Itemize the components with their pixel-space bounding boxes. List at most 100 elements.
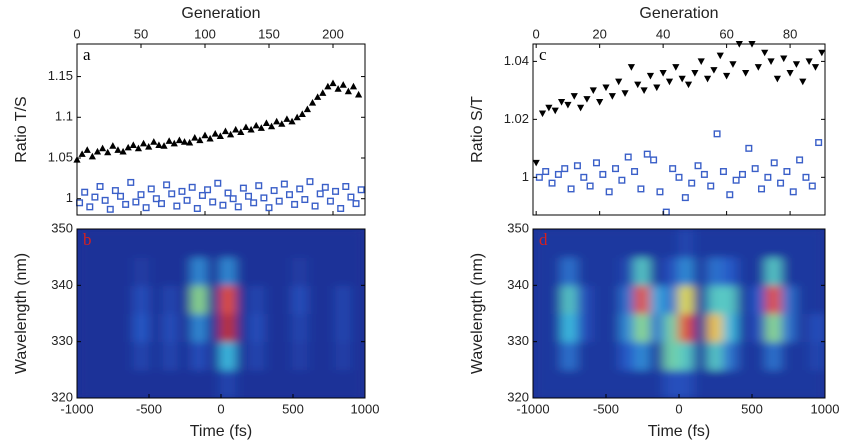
heatmap-cell: [663, 313, 680, 343]
heatmap-cell: [321, 313, 337, 343]
heatmap-cell: [263, 284, 280, 314]
heatmap-cell: [605, 256, 622, 286]
heatmap-cell: [678, 229, 695, 258]
heatmap-cell: [90, 369, 107, 398]
heatmap-cell: [547, 369, 563, 398]
heatmap-cell: [620, 369, 636, 398]
heatmap-cell: [177, 284, 193, 314]
heatmap-cell: [736, 256, 753, 286]
triangle-marker: [818, 49, 826, 57]
heatmap-cell: [234, 369, 251, 398]
triangle-marker: [691, 69, 699, 77]
heatmap-cell: [634, 369, 651, 398]
square-marker: [631, 168, 639, 176]
heatmap-cell: [292, 313, 308, 343]
square-marker: [306, 178, 314, 186]
heatmap-cell: [335, 256, 352, 286]
heatmap-cell: [605, 229, 622, 258]
heatmap-cell: [321, 256, 337, 286]
triangle-marker: [551, 107, 559, 115]
heatmap-cell: [350, 341, 365, 371]
triangle-marker: [303, 105, 311, 113]
heatmap-cell: [649, 284, 665, 314]
heatmap-cell: [649, 369, 665, 398]
heatmap-cell: [292, 229, 308, 258]
y-tick-label: 1.15: [48, 68, 73, 83]
heatmap-cell: [576, 229, 592, 258]
heatmap-cell: [620, 229, 636, 258]
heatmap-cell: [693, 341, 709, 371]
heatmap-cell: [780, 284, 797, 314]
heatmap-cell: [533, 313, 549, 343]
heatmap-cell: [321, 284, 337, 314]
square-marker: [326, 197, 334, 205]
triangle-marker: [615, 78, 623, 86]
heatmap-cell: [105, 369, 121, 398]
x-tick-label: 80: [783, 26, 797, 41]
heatmap-cell: [795, 341, 811, 371]
heatmap-cell: [306, 229, 323, 258]
heatmap-cell: [177, 369, 193, 398]
y-axis-label: Wavelength (nm): [469, 253, 486, 374]
square-marker: [719, 168, 727, 176]
heatmap-cell: [590, 313, 607, 343]
triangle-marker: [583, 96, 591, 103]
plot-frame: [532, 228, 826, 399]
square-marker: [688, 179, 696, 187]
triangle-marker: [589, 87, 597, 94]
heatmap-cell: [795, 313, 811, 343]
square-marker: [214, 179, 222, 187]
square-marker: [245, 192, 253, 200]
heatmap-cell: [90, 256, 107, 286]
square-marker: [193, 204, 201, 212]
heatmap-cell: [278, 313, 294, 343]
triangle-marker: [716, 52, 724, 60]
heatmap-cell: [678, 369, 695, 398]
heatmap-cell: [678, 256, 695, 286]
heatmap-cell: [148, 341, 164, 371]
x-axis-label: Generation: [181, 5, 260, 22]
heatmap-cell: [561, 256, 578, 286]
square-marker: [738, 170, 746, 178]
heatmap-cell: [90, 313, 107, 343]
triangle-marker: [627, 64, 635, 71]
square-marker: [224, 189, 232, 197]
triangle-marker: [155, 141, 163, 148]
square-marker: [586, 182, 594, 190]
square-marker: [548, 179, 556, 187]
heatmap-cell: [234, 284, 251, 314]
triangle-marker: [344, 87, 352, 95]
triangle-marker: [145, 143, 153, 150]
triangle-marker: [114, 146, 122, 153]
y-tick-label: 1.05: [48, 149, 73, 164]
heatmap-cell: [335, 313, 352, 343]
heatmap-cell: [148, 313, 164, 343]
heatmap-cell: [292, 369, 308, 398]
heatmap-cell: [751, 341, 768, 371]
heatmap-cell: [780, 229, 797, 258]
square-marker: [745, 144, 753, 152]
plot-frame: [76, 43, 366, 216]
triangle-marker: [278, 120, 286, 127]
square-marker: [178, 187, 186, 195]
heatmap-cell: [795, 369, 811, 398]
square-marker: [301, 196, 309, 204]
triangle-marker: [93, 147, 102, 155]
heatmap-cell: [736, 313, 753, 343]
x-tick-label: 60: [719, 26, 733, 41]
square-marker: [662, 208, 670, 216]
heatmap-cell: [278, 284, 294, 314]
heatmap-cell: [306, 256, 323, 286]
heatmap-cell: [220, 369, 236, 398]
plot-frame: [76, 228, 366, 399]
x-tick-label: 0: [675, 401, 682, 416]
heatmap-cell: [350, 284, 365, 314]
heatmap-cell: [306, 341, 323, 371]
heatmap-cell: [576, 369, 592, 398]
heatmap-cell: [263, 313, 280, 343]
triangle-marker: [196, 136, 204, 144]
heatmap-cell: [678, 341, 695, 371]
triangle-marker: [792, 61, 801, 68]
square-marker: [337, 204, 345, 212]
heatmap-cell: [292, 341, 308, 371]
